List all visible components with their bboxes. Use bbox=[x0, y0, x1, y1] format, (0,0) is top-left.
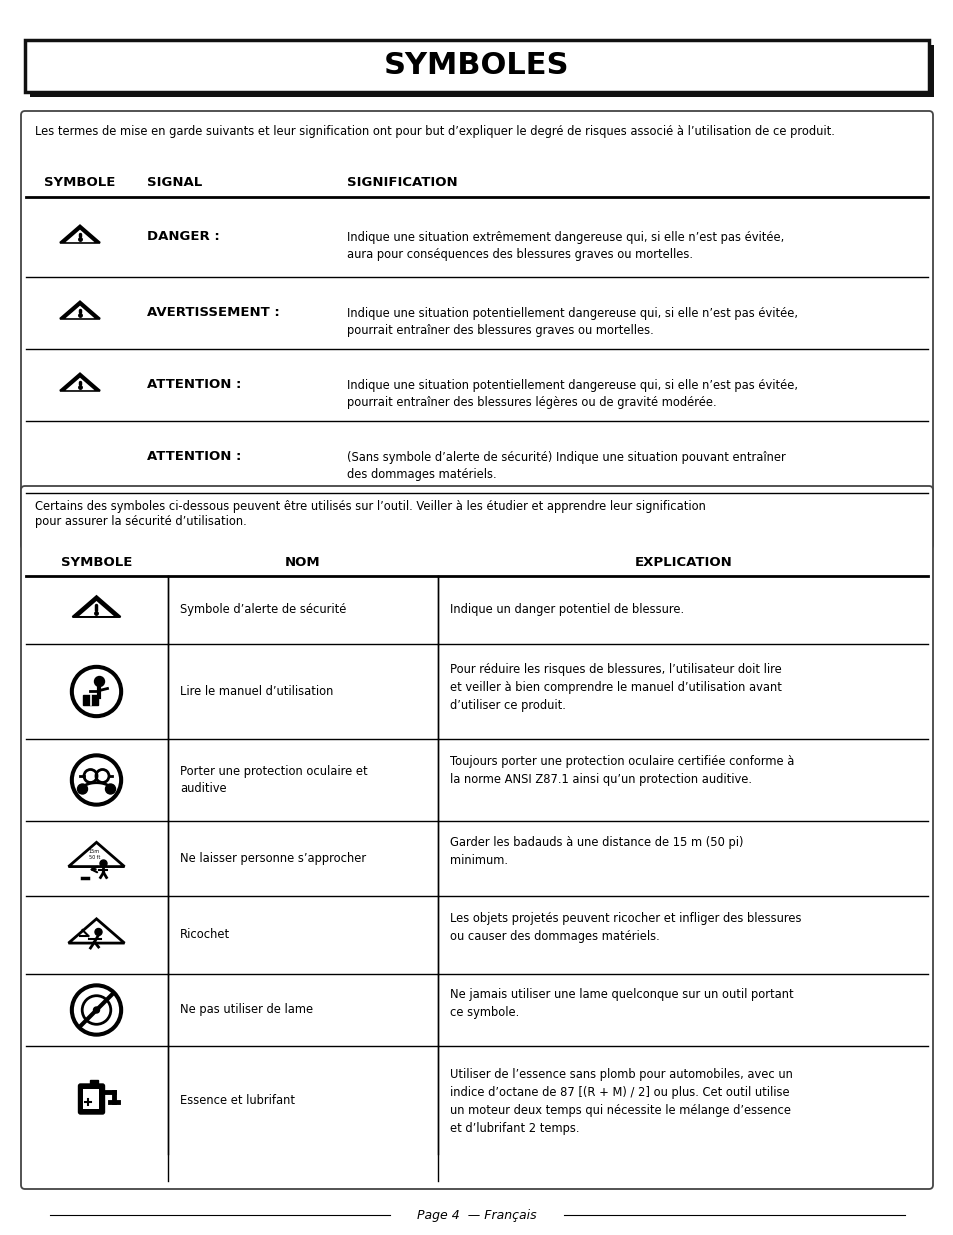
Text: Ne jamais utiliser une lame quelconque sur un outil portant
ce symbole.: Ne jamais utiliser une lame quelconque s… bbox=[450, 988, 793, 1019]
Circle shape bbox=[71, 666, 122, 718]
Polygon shape bbox=[60, 301, 100, 319]
Text: ATTENTION :: ATTENTION : bbox=[147, 378, 241, 391]
Text: SIGNIFICATION: SIGNIFICATION bbox=[347, 177, 457, 189]
Text: Symbole d’alerte de sécurité: Symbole d’alerte de sécurité bbox=[180, 604, 346, 616]
Text: EXPLICATION: EXPLICATION bbox=[634, 556, 732, 568]
Text: Utiliser de l’essence sans plomb pour automobiles, avec un
indice d’octane de 87: Utiliser de l’essence sans plomb pour au… bbox=[450, 1067, 792, 1135]
Text: Les objets projetés peuvent ricocher et infliger des blessures
ou causer des dom: Les objets projetés peuvent ricocher et … bbox=[450, 911, 801, 942]
Text: Indique une situation extrêmement dangereuse qui, si elle n’est pas évitée,
aura: Indique une situation extrêmement danger… bbox=[347, 231, 783, 261]
Text: Indique une situation potentiellement dangereuse qui, si elle n’est pas évitée,
: Indique une situation potentiellement da… bbox=[347, 308, 797, 337]
Circle shape bbox=[73, 987, 119, 1032]
Text: Page 4  — Français: Page 4 — Français bbox=[416, 1209, 537, 1221]
Text: Essence et lubrifant: Essence et lubrifant bbox=[180, 1093, 294, 1107]
Polygon shape bbox=[69, 842, 125, 867]
Text: SIGNAL: SIGNAL bbox=[147, 177, 202, 189]
FancyBboxPatch shape bbox=[25, 40, 928, 91]
Text: Garder les badauds à une distance de 15 m (50 pi)
minimum.: Garder les badauds à une distance de 15 … bbox=[450, 836, 742, 867]
Circle shape bbox=[95, 929, 102, 935]
Text: 15m
50 ft: 15m 50 ft bbox=[89, 850, 100, 860]
Polygon shape bbox=[79, 601, 113, 616]
Polygon shape bbox=[66, 378, 94, 390]
Circle shape bbox=[73, 757, 119, 803]
Text: Ricochet: Ricochet bbox=[180, 929, 230, 941]
Polygon shape bbox=[60, 226, 100, 243]
FancyBboxPatch shape bbox=[21, 111, 932, 550]
Text: Ne pas utiliser de lame: Ne pas utiliser de lame bbox=[180, 1004, 313, 1016]
Text: SYMBOLE: SYMBOLE bbox=[44, 177, 115, 189]
Text: (Sans symbole d’alerte de sécurité) Indique une situation pouvant entraîner
des : (Sans symbole d’alerte de sécurité) Indi… bbox=[347, 451, 785, 480]
Text: ATTENTION :: ATTENTION : bbox=[147, 451, 241, 463]
Circle shape bbox=[73, 669, 119, 714]
Text: Toujours porter une protection oculaire certifiée conforme à
la norme ANSI Z87.1: Toujours porter une protection oculaire … bbox=[450, 756, 794, 787]
Text: Les termes de mise en garde suivants et leur signification ont pour but d’expliq: Les termes de mise en garde suivants et … bbox=[35, 125, 834, 138]
Circle shape bbox=[77, 784, 88, 794]
Circle shape bbox=[93, 1007, 99, 1013]
Polygon shape bbox=[72, 597, 120, 618]
Text: Lire le manuel d’utilisation: Lire le manuel d’utilisation bbox=[180, 685, 333, 698]
FancyBboxPatch shape bbox=[21, 487, 932, 1189]
FancyBboxPatch shape bbox=[30, 44, 933, 98]
Polygon shape bbox=[69, 919, 125, 944]
Circle shape bbox=[71, 984, 122, 1036]
FancyBboxPatch shape bbox=[91, 1079, 98, 1087]
Text: Indique un danger potentiel de blessure.: Indique un danger potentiel de blessure. bbox=[450, 604, 683, 616]
Text: Porter une protection oculaire et
auditive: Porter une protection oculaire et auditi… bbox=[180, 764, 367, 795]
Text: DANGER :: DANGER : bbox=[147, 231, 219, 243]
FancyBboxPatch shape bbox=[78, 1084, 105, 1114]
FancyBboxPatch shape bbox=[84, 1089, 99, 1109]
Text: NOM: NOM bbox=[285, 556, 320, 568]
Circle shape bbox=[71, 755, 122, 806]
Circle shape bbox=[106, 784, 115, 794]
Text: SYMBOLE: SYMBOLE bbox=[61, 556, 132, 568]
Text: Pour réduire les risques de blessures, l’utilisateur doit lire
et veiller à bien: Pour réduire les risques de blessures, l… bbox=[450, 663, 781, 713]
Circle shape bbox=[100, 860, 107, 867]
Text: Ne laisser personne s’approcher: Ne laisser personne s’approcher bbox=[180, 852, 366, 864]
Polygon shape bbox=[66, 306, 94, 319]
Text: SYMBOLES: SYMBOLES bbox=[384, 52, 569, 80]
Text: Indique une situation potentiellement dangereuse qui, si elle n’est pas évitée,
: Indique une situation potentiellement da… bbox=[347, 379, 797, 409]
FancyBboxPatch shape bbox=[84, 694, 98, 704]
Circle shape bbox=[94, 677, 105, 687]
Text: AVERTISSEMENT :: AVERTISSEMENT : bbox=[147, 306, 279, 320]
Text: Certains des symboles ci-dessous peuvent être utilisés sur l’outil. Veiller à le: Certains des symboles ci-dessous peuvent… bbox=[35, 500, 705, 529]
Polygon shape bbox=[66, 230, 94, 242]
Polygon shape bbox=[60, 373, 100, 390]
